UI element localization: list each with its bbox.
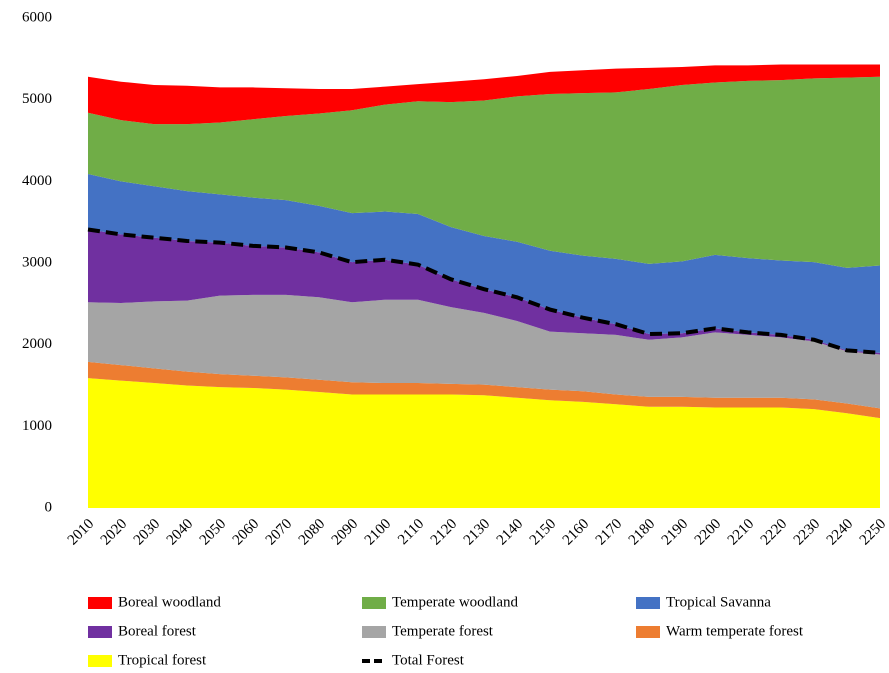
y-tick-label: 4000 xyxy=(22,173,52,189)
x-tick-label: 2190 xyxy=(659,516,692,549)
x-tick-label: 2200 xyxy=(692,516,725,549)
legend-swatch xyxy=(88,597,112,609)
legend-label: Warm temperate forest xyxy=(666,623,804,639)
x-tick-label: 2160 xyxy=(560,516,593,549)
x-tick-label: 2090 xyxy=(329,516,362,549)
line xyxy=(87,227,881,355)
legend-swatch xyxy=(88,626,112,638)
x-tick-label: 2060 xyxy=(230,516,263,549)
x-tick-label: 2020 xyxy=(98,516,131,549)
area xyxy=(88,294,880,409)
x-tick-label: 2170 xyxy=(593,516,626,549)
x-tick-label: 2070 xyxy=(263,516,296,549)
legend-swatch xyxy=(88,655,112,667)
x-tick-label: 2210 xyxy=(725,516,758,549)
area xyxy=(88,378,880,508)
x-tick-label: 2230 xyxy=(791,516,824,549)
legend-swatch xyxy=(362,626,386,638)
legend-label: Tropical forest xyxy=(118,652,207,668)
x-tick-label: 2240 xyxy=(824,516,857,549)
x-tick-label: 2120 xyxy=(428,516,461,549)
x-tick-label: 2180 xyxy=(626,516,659,549)
y-tick-label: 6000 xyxy=(22,9,52,25)
x-tick-label: 2100 xyxy=(362,516,395,549)
area xyxy=(88,361,880,419)
y-tick-label: 0 xyxy=(45,499,53,515)
x-tick-label: 2220 xyxy=(758,516,791,549)
y-tick-label: 5000 xyxy=(22,91,52,107)
x-tick-label: 2050 xyxy=(197,516,230,549)
legend-label: Boreal forest xyxy=(118,623,197,639)
x-tick-label: 2030 xyxy=(131,516,164,549)
area xyxy=(88,76,880,268)
legend-label: Temperate woodland xyxy=(392,594,518,610)
area xyxy=(88,173,880,353)
x-tick-label: 2250 xyxy=(857,516,889,549)
legend-label: Tropical Savanna xyxy=(666,594,771,610)
y-tick-label: 1000 xyxy=(22,418,52,434)
x-tick-label: 2110 xyxy=(395,516,427,548)
x-tick-label: 2010 xyxy=(65,516,98,549)
legend-swatch xyxy=(636,597,660,609)
legend-label: Total Forest xyxy=(392,652,465,668)
y-tick-label: 3000 xyxy=(22,254,52,270)
y-tick-label: 2000 xyxy=(22,336,52,352)
legend-swatch xyxy=(362,597,386,609)
legend-swatch xyxy=(636,626,660,638)
x-tick-label: 2130 xyxy=(461,516,494,549)
area xyxy=(88,229,880,355)
x-tick-label: 2040 xyxy=(164,516,197,549)
area xyxy=(88,64,880,125)
x-tick-label: 2080 xyxy=(296,516,329,549)
x-tick-label: 2140 xyxy=(494,516,527,549)
x-tick-label: 2150 xyxy=(527,516,560,549)
legend-label: Boreal woodland xyxy=(118,594,221,610)
legend-label: Temperate forest xyxy=(392,623,494,639)
